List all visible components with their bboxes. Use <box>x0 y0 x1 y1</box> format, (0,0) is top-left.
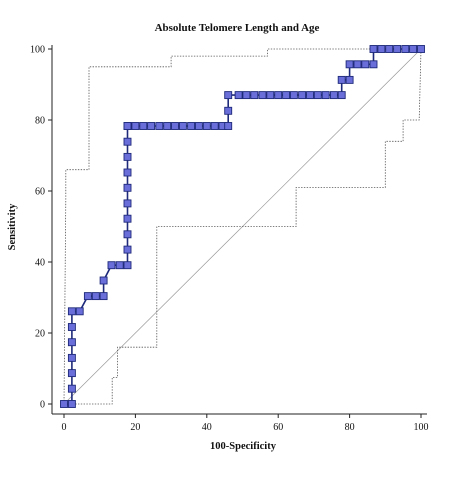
roc-point-marker <box>123 168 132 177</box>
roc-point-marker <box>99 292 108 301</box>
y-tick-label: 60 <box>35 187 45 198</box>
roc-point-marker <box>401 45 410 53</box>
roc-point-marker <box>67 307 76 316</box>
roc-point-marker <box>91 292 100 301</box>
roc-point-marker <box>337 75 346 84</box>
roc-point-marker <box>163 122 172 130</box>
roc-point-marker <box>274 91 283 100</box>
roc-point-marker <box>67 369 76 378</box>
roc-point-marker <box>178 122 187 130</box>
roc-point-marker <box>250 91 259 100</box>
roc-point-marker <box>345 60 354 69</box>
roc-point-marker <box>107 261 116 270</box>
roc-point-marker <box>266 91 275 100</box>
roc-point-marker <box>353 60 362 69</box>
roc-point-marker <box>194 122 203 130</box>
roc-point-marker <box>321 91 330 100</box>
x-tick-label: 60 <box>273 422 283 433</box>
y-tick-label: 80 <box>35 116 45 127</box>
roc-point-marker <box>210 122 219 130</box>
roc-point-marker <box>123 245 132 254</box>
roc-point-marker <box>123 261 132 270</box>
roc-point-marker <box>329 91 338 100</box>
y-tick-label: 20 <box>35 329 45 340</box>
roc-point-marker <box>67 353 76 362</box>
roc-point-marker <box>377 45 386 53</box>
y-tick-label: 0 <box>40 400 45 411</box>
y-axis-label: Sensitivity <box>7 203 18 250</box>
roc-point-marker <box>123 152 132 161</box>
roc-point-marker <box>282 91 291 100</box>
roc-point-marker <box>187 122 196 130</box>
roc-point-marker <box>99 276 108 285</box>
roc-point-marker <box>224 91 233 100</box>
roc-point-marker <box>123 183 132 192</box>
roc-point-marker <box>313 91 322 100</box>
roc-point-marker <box>361 60 370 69</box>
roc-point-marker <box>393 45 402 53</box>
roc-point-marker <box>337 91 346 100</box>
chart-title: Absolute Telomere Length and Age <box>155 22 320 34</box>
roc-point-marker <box>60 400 68 408</box>
lower-confidence-line <box>64 48 422 405</box>
upper-confidence-line <box>63 48 421 405</box>
roc-point-marker <box>123 214 132 223</box>
roc-point-marker <box>417 45 425 53</box>
roc-point-marker <box>202 122 211 130</box>
roc-point-marker <box>224 106 233 115</box>
roc-point-marker <box>385 45 394 53</box>
roc-point-marker <box>67 323 76 331</box>
roc-point-marker <box>409 45 418 53</box>
roc-point-marker <box>67 400 76 408</box>
x-tick-label: 100 <box>414 422 429 433</box>
roc-point-marker <box>369 60 378 69</box>
roc-point-marker <box>123 122 132 130</box>
roc-point-marker <box>115 261 124 270</box>
roc-point-marker <box>289 91 298 100</box>
roc-point-marker <box>147 122 156 130</box>
roc-point-marker <box>242 91 251 100</box>
roc-point-marker <box>139 122 148 130</box>
roc-point-marker <box>298 91 307 100</box>
x-tick-label: 20 <box>130 422 140 433</box>
roc-point-marker <box>67 338 76 347</box>
roc-point-marker <box>345 75 354 84</box>
roc-point-marker <box>131 122 140 130</box>
y-tick-label: 40 <box>35 258 45 269</box>
x-tick-label: 0 <box>62 422 67 433</box>
roc-point-marker <box>123 137 132 146</box>
x-axis-label: 100-Specificity <box>210 441 277 452</box>
roc-point-marker <box>369 45 378 53</box>
x-tick-label: 80 <box>345 422 355 433</box>
roc-point-marker <box>234 91 243 100</box>
roc-point-marker <box>258 91 267 100</box>
roc-point-marker <box>67 384 76 393</box>
roc-point-marker <box>306 91 314 100</box>
roc-point-marker <box>224 122 233 130</box>
roc-point-marker <box>75 307 84 316</box>
plot-area: 0 20 40 60 80 100 0 20 40 60 80 100 <box>30 45 429 434</box>
roc-point-marker <box>123 230 132 239</box>
roc-point-marker <box>171 122 179 130</box>
x-tick-label: 40 <box>202 422 212 433</box>
y-tick-label: 100 <box>30 45 45 56</box>
roc-point-marker <box>123 199 132 208</box>
roc-point-marker <box>83 292 92 301</box>
roc-point-marker <box>155 122 164 130</box>
